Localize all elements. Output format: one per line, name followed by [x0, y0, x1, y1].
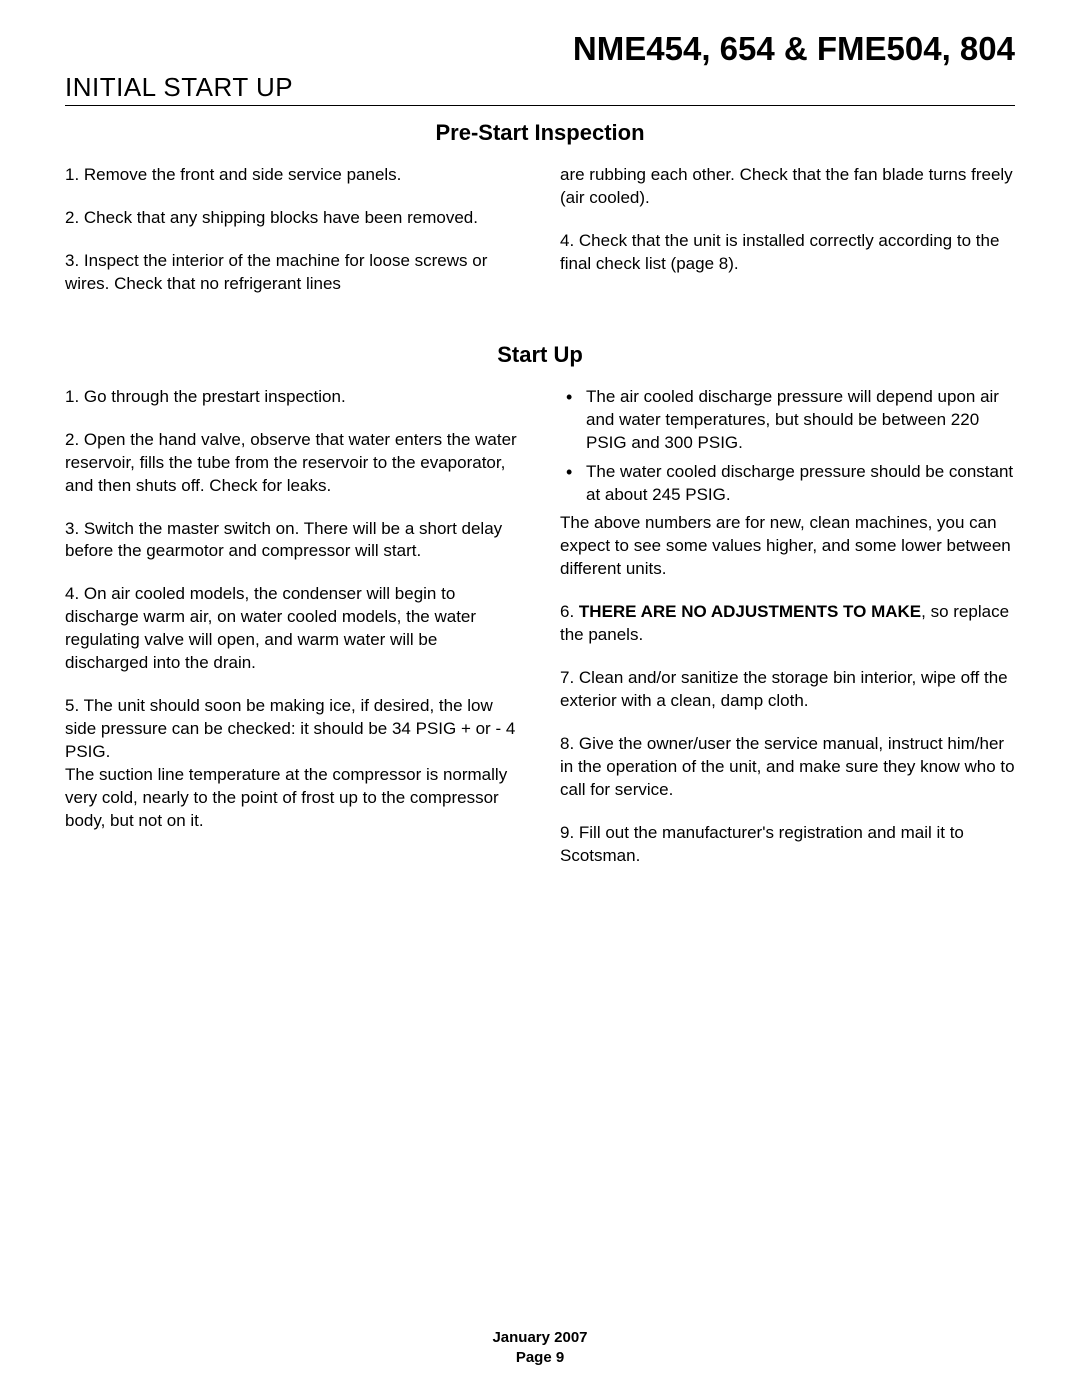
startup-step-2: 2. Open the hand valve, observe that wat…: [65, 429, 520, 498]
startup-step-3: 3. Switch the master switch on. There wi…: [65, 518, 520, 564]
page-footer: January 2007 Page 9: [0, 1328, 1080, 1367]
prestart-left-col: 1. Remove the front and side service pan…: [65, 164, 520, 296]
prestart-right-col: are rubbing each other. Check that the f…: [560, 164, 1015, 296]
startup-step-9: 9. Fill out the manufacturer's registrat…: [560, 822, 1015, 868]
prestart-step-3: 3. Inspect the interior of the machine f…: [65, 250, 520, 296]
prestart-step-3-cont: are rubbing each other. Check that the f…: [560, 164, 1015, 210]
footer-page: Page 9: [0, 1348, 1080, 1368]
header-models: NME454, 654 & FME504, 804: [65, 30, 1015, 68]
startup-step-5: 5. The unit should soon be making ice, i…: [65, 695, 520, 764]
startup-left-col: 1. Go through the prestart inspection. 2…: [65, 386, 520, 888]
startup-step-6-bold: THERE ARE NO ADJUSTMENTS TO MAKE: [579, 602, 921, 621]
prestart-heading: Pre-Start Inspection: [65, 120, 1015, 146]
startup-step-4: 4. On air cooled models, the condenser w…: [65, 583, 520, 675]
footer-date: January 2007: [0, 1328, 1080, 1348]
section-title: INITIAL START UP: [65, 72, 1015, 103]
startup-heading: Start Up: [65, 342, 1015, 368]
startup-bullet-1: The air cooled discharge pressure will d…: [586, 386, 1015, 455]
startup-columns: 1. Go through the prestart inspection. 2…: [65, 386, 1015, 888]
startup-step-6: 6. THERE ARE NO ADJUSTMENTS TO MAKE, so …: [560, 601, 1015, 647]
startup-step-7: 7. Clean and/or sanitize the storage bin…: [560, 667, 1015, 713]
startup-step-1: 1. Go through the prestart inspection.: [65, 386, 520, 409]
startup-bullets: The air cooled discharge pressure will d…: [560, 386, 1015, 507]
startup-right-col: The air cooled discharge pressure will d…: [560, 386, 1015, 888]
prestart-step-1: 1. Remove the front and side service pan…: [65, 164, 520, 187]
startup-note: The above numbers are for new, clean mac…: [560, 512, 1015, 581]
page-container: NME454, 654 & FME504, 804 INITIAL START …: [0, 0, 1080, 1397]
startup-step-5-note: The suction line temperature at the comp…: [65, 764, 520, 833]
startup-step-6-prefix: 6.: [560, 602, 579, 621]
prestart-columns: 1. Remove the front and side service pan…: [65, 164, 1015, 296]
prestart-step-4: 4. Check that the unit is installed corr…: [560, 230, 1015, 276]
header-rule: [65, 105, 1015, 106]
startup-bullet-2: The water cooled discharge pressure shou…: [586, 461, 1015, 507]
prestart-step-2: 2. Check that any shipping blocks have b…: [65, 207, 520, 230]
startup-step-8: 8. Give the owner/user the service manua…: [560, 733, 1015, 802]
